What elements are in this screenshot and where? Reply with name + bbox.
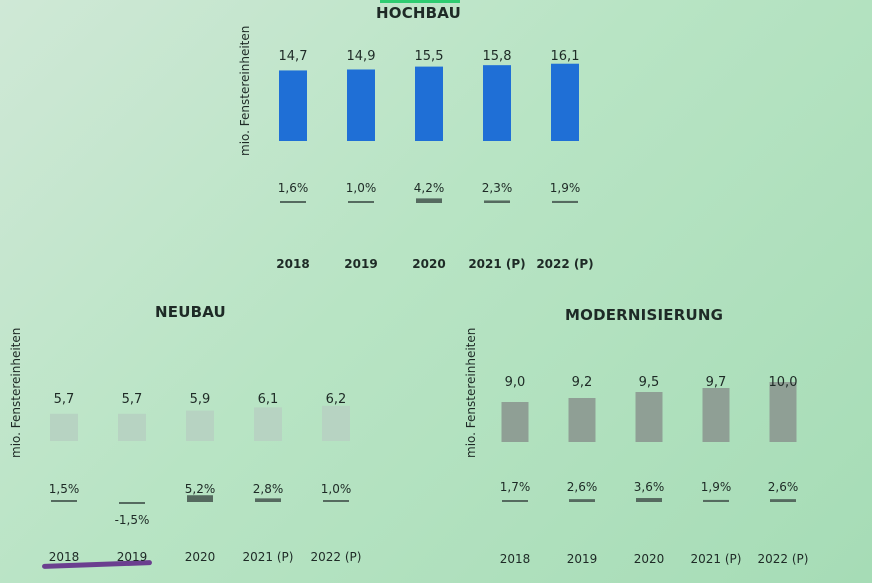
bar-neubau-4 bbox=[322, 405, 350, 441]
growth-bar-hochbau-3 bbox=[484, 200, 510, 203]
growth-bar-modernisierung-3 bbox=[703, 499, 729, 502]
category-label-modernisierung-3: 2021 (P) bbox=[691, 552, 742, 566]
growth-bar-hochbau-1 bbox=[348, 201, 374, 203]
value-label-modernisierung-4: 10,0 bbox=[769, 375, 798, 390]
bar-hochbau-1 bbox=[347, 69, 375, 141]
category-label-hochbau-1: 2019 bbox=[344, 257, 377, 271]
growth-bar-neubau-1 bbox=[119, 502, 145, 504]
category-label-hochbau-4: 2022 (P) bbox=[536, 257, 593, 271]
value-label-modernisierung-1: 9,2 bbox=[572, 375, 593, 390]
bar-modernisierung-1 bbox=[568, 398, 596, 442]
category-label-hochbau-3: 2021 (P) bbox=[468, 257, 525, 271]
growth-label-neubau-3: 2,8% bbox=[253, 482, 284, 496]
growth-label-neubau-1: -1,5% bbox=[115, 513, 150, 527]
category-label-hochbau-2: 2020 bbox=[412, 257, 445, 271]
category-label-neubau-2: 2020 bbox=[185, 550, 216, 564]
growth-label-hochbau-3: 2,3% bbox=[482, 181, 513, 195]
chart-title-hochbau: HOCHBAU bbox=[376, 4, 462, 22]
value-label-modernisierung-3: 9,7 bbox=[706, 375, 727, 390]
growth-bar-hochbau-4 bbox=[552, 200, 578, 203]
growth-label-neubau-4: 1,0% bbox=[321, 482, 352, 496]
growth-label-hochbau-1: 1,0% bbox=[346, 181, 377, 195]
growth-bar-hochbau-2 bbox=[416, 198, 442, 203]
growth-label-modernisierung-4: 2,6% bbox=[768, 480, 799, 494]
value-label-neubau-2: 5,9 bbox=[190, 392, 211, 407]
growth-bar-neubau-4 bbox=[323, 500, 349, 502]
category-label-hochbau-0: 2018 bbox=[276, 257, 309, 271]
bar-hochbau-0 bbox=[279, 70, 307, 141]
chart-title-modernisierung: MODERNISIERUNG bbox=[565, 306, 724, 324]
growth-bar-neubau-0 bbox=[51, 500, 77, 502]
bar-modernisierung-2 bbox=[635, 392, 663, 442]
growth-bar-neubau-2 bbox=[187, 495, 213, 502]
growth-label-neubau-0: 1,5% bbox=[49, 482, 80, 496]
bar-neubau-3 bbox=[254, 407, 282, 441]
growth-label-modernisierung-2: 3,6% bbox=[634, 480, 665, 494]
bar-neubau-1 bbox=[118, 413, 146, 441]
growth-label-hochbau-4: 1,9% bbox=[550, 181, 581, 195]
bar-modernisierung-0 bbox=[501, 402, 529, 442]
growth-label-modernisierung-0: 1,7% bbox=[500, 480, 531, 494]
category-label-neubau-3: 2021 (P) bbox=[243, 550, 294, 564]
growth-label-neubau-2: 5,2% bbox=[185, 482, 216, 496]
growth-bar-modernisierung-2 bbox=[636, 498, 662, 502]
value-label-hochbau-4: 16,1 bbox=[551, 49, 580, 64]
growth-bar-modernisierung-4 bbox=[770, 499, 796, 502]
value-label-modernisierung-2: 9,5 bbox=[639, 375, 660, 390]
growth-bar-hochbau-0 bbox=[280, 201, 306, 203]
category-label-modernisierung-4: 2022 (P) bbox=[758, 552, 809, 566]
category-label-modernisierung-0: 2018 bbox=[500, 552, 531, 566]
category-label-neubau-0: 2018 bbox=[49, 550, 80, 564]
value-label-neubau-4: 6,2 bbox=[326, 392, 347, 407]
growth-label-hochbau-2: 4,2% bbox=[414, 181, 445, 195]
category-label-neubau-1: 2019 bbox=[117, 550, 148, 564]
bar-neubau-0 bbox=[50, 413, 78, 441]
growth-bar-modernisierung-0 bbox=[502, 500, 528, 502]
value-label-neubau-3: 6,1 bbox=[258, 392, 279, 407]
bar-modernisierung-3 bbox=[702, 388, 730, 442]
category-label-modernisierung-1: 2019 bbox=[567, 552, 598, 566]
highlight-band bbox=[380, 0, 460, 3]
category-label-neubau-4: 2022 (P) bbox=[311, 550, 362, 564]
growth-label-hochbau-0: 1,6% bbox=[278, 181, 309, 195]
value-label-neubau-0: 5,7 bbox=[54, 392, 75, 407]
bar-hochbau-3 bbox=[483, 65, 511, 141]
chart-title-neubau: NEUBAU bbox=[155, 303, 226, 321]
value-label-hochbau-2: 15,5 bbox=[415, 49, 444, 64]
growth-label-modernisierung-3: 1,9% bbox=[701, 480, 732, 494]
value-label-modernisierung-0: 9,0 bbox=[505, 375, 526, 390]
bar-neubau-2 bbox=[186, 410, 214, 441]
growth-bar-modernisierung-1 bbox=[569, 499, 595, 502]
value-label-hochbau-0: 14,7 bbox=[279, 49, 308, 64]
category-label-modernisierung-2: 2020 bbox=[634, 552, 665, 566]
bar-hochbau-4 bbox=[551, 63, 579, 141]
value-label-hochbau-3: 15,8 bbox=[483, 49, 512, 64]
value-label-neubau-1: 5,7 bbox=[122, 392, 143, 407]
growth-bar-neubau-3 bbox=[255, 498, 281, 502]
growth-label-modernisierung-1: 2,6% bbox=[567, 480, 598, 494]
bar-hochbau-2 bbox=[415, 66, 443, 141]
bar-modernisierung-4 bbox=[769, 382, 797, 442]
value-label-hochbau-1: 14,9 bbox=[347, 49, 376, 64]
